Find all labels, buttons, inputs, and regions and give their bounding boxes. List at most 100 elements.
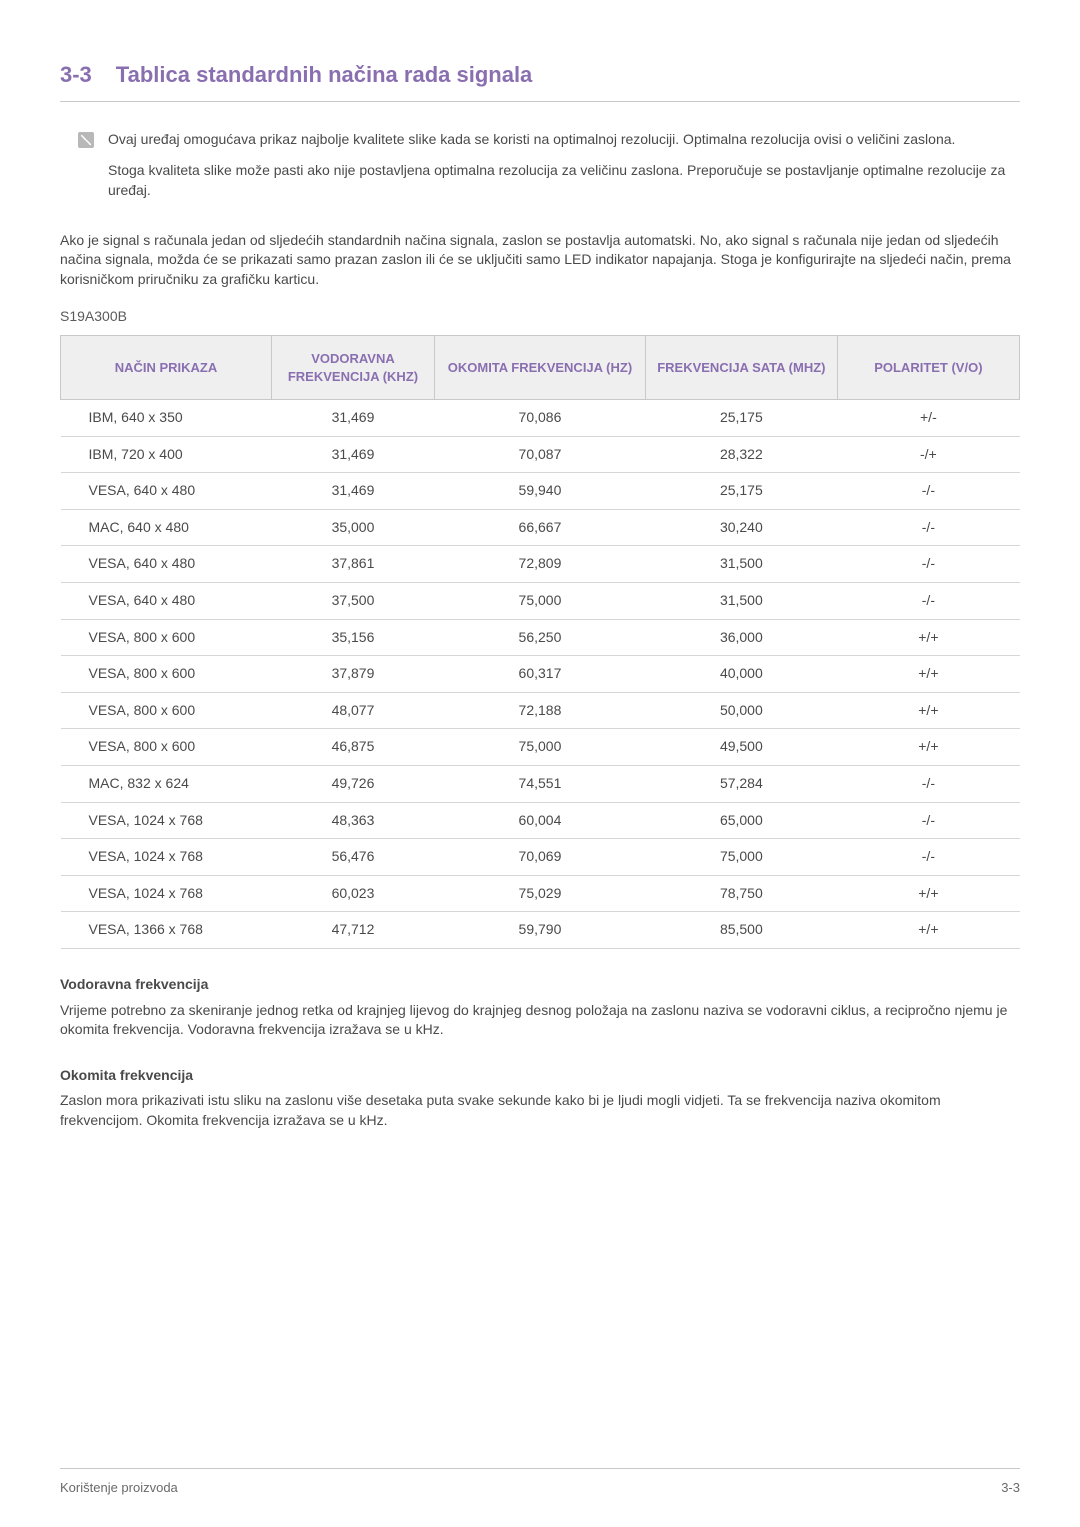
table-cell: -/+ xyxy=(837,436,1019,473)
column-header-polarity: POLARITET (V/O) xyxy=(837,335,1019,399)
definition-body-vertical: Zaslon mora prikazivati istu sliku na za… xyxy=(60,1091,1020,1130)
table-cell: 25,175 xyxy=(645,400,837,437)
table-cell: 48,077 xyxy=(271,692,434,729)
note-paragraph-2: Stoga kvaliteta slike može pasti ako nij… xyxy=(108,161,1020,200)
table-row: MAC, 640 x 48035,00066,66730,240-/- xyxy=(61,509,1020,546)
table-cell: VESA, 1366 x 768 xyxy=(61,912,272,949)
table-row: VESA, 640 x 48037,86172,80931,500-/- xyxy=(61,546,1020,583)
column-header-vfreq: OKOMITA FREKVENCIJA (HZ) xyxy=(434,335,645,399)
table-cell: 47,712 xyxy=(271,912,434,949)
table-cell: 70,086 xyxy=(434,400,645,437)
table-cell: 37,879 xyxy=(271,656,434,693)
table-row: IBM, 720 x 40031,46970,08728,322-/+ xyxy=(61,436,1020,473)
table-row: VESA, 1024 x 76860,02375,02978,750+/+ xyxy=(61,875,1020,912)
definition-body-horizontal: Vrijeme potrebno za skeniranje jednog re… xyxy=(60,1001,1020,1040)
table-row: VESA, 800 x 60035,15656,25036,000+/+ xyxy=(61,619,1020,656)
table-cell: 60,317 xyxy=(434,656,645,693)
table-cell: 59,790 xyxy=(434,912,645,949)
note-body: Ovaj uređaj omogućava prikaz najbolje kv… xyxy=(108,130,1020,213)
table-cell: 74,551 xyxy=(434,765,645,802)
table-cell: 35,000 xyxy=(271,509,434,546)
table-cell: 75,000 xyxy=(434,729,645,766)
note-paragraph-1: Ovaj uređaj omogućava prikaz najbolje kv… xyxy=(108,130,1020,150)
table-row: VESA, 640 x 48037,50075,00031,500-/- xyxy=(61,583,1020,620)
table-cell: 37,861 xyxy=(271,546,434,583)
table-cell: 30,240 xyxy=(645,509,837,546)
table-row: MAC, 832 x 62449,72674,55157,284-/- xyxy=(61,765,1020,802)
intro-paragraph: Ako je signal s računala jedan od sljede… xyxy=(60,231,1020,290)
table-cell: 75,000 xyxy=(434,583,645,620)
note-icon xyxy=(78,132,94,148)
footer-right: 3-3 xyxy=(1001,1479,1020,1497)
table-cell: 65,000 xyxy=(645,802,837,839)
signal-modes-table: NAČIN PRIKAZA VODORAVNA FREKVENCIJA (KHZ… xyxy=(60,335,1020,949)
section-title: Tablica standardnih načina rada signala xyxy=(116,60,533,91)
table-cell: VESA, 640 x 480 xyxy=(61,473,272,510)
table-cell: -/- xyxy=(837,546,1019,583)
table-cell: IBM, 720 x 400 xyxy=(61,436,272,473)
table-body: IBM, 640 x 35031,46970,08625,175+/-IBM, … xyxy=(61,400,1020,949)
table-row: VESA, 640 x 48031,46959,94025,175-/- xyxy=(61,473,1020,510)
table-cell: VESA, 800 x 600 xyxy=(61,692,272,729)
definition-title-horizontal: Vodoravna frekvencija xyxy=(60,975,1020,995)
table-cell: VESA, 800 x 600 xyxy=(61,619,272,656)
table-cell: 31,500 xyxy=(645,583,837,620)
table-cell: 40,000 xyxy=(645,656,837,693)
table-cell: MAC, 640 x 480 xyxy=(61,509,272,546)
table-cell: 31,500 xyxy=(645,546,837,583)
table-row: VESA, 1024 x 76856,47670,06975,000-/- xyxy=(61,839,1020,876)
table-cell: VESA, 800 x 600 xyxy=(61,729,272,766)
table-cell: 66,667 xyxy=(434,509,645,546)
table-cell: 28,322 xyxy=(645,436,837,473)
table-cell: +/- xyxy=(837,400,1019,437)
page-footer: Korištenje proizvoda 3-3 xyxy=(60,1468,1020,1497)
table-cell: MAC, 832 x 624 xyxy=(61,765,272,802)
table-cell: VESA, 640 x 480 xyxy=(61,546,272,583)
column-header-pixclock: FREKVENCIJA SATA (MHZ) xyxy=(645,335,837,399)
table-row: VESA, 800 x 60048,07772,18850,000+/+ xyxy=(61,692,1020,729)
table-cell: -/- xyxy=(837,473,1019,510)
table-cell: 31,469 xyxy=(271,400,434,437)
table-cell: 70,069 xyxy=(434,839,645,876)
column-header-hfreq: VODORAVNA FREKVENCIJA (KHZ) xyxy=(271,335,434,399)
table-cell: 49,726 xyxy=(271,765,434,802)
table-cell: 70,087 xyxy=(434,436,645,473)
table-row: IBM, 640 x 35031,46970,08625,175+/- xyxy=(61,400,1020,437)
definition-title-vertical: Okomita frekvencija xyxy=(60,1066,1020,1086)
table-cell: VESA, 800 x 600 xyxy=(61,656,272,693)
table-cell: +/+ xyxy=(837,875,1019,912)
table-cell: 50,000 xyxy=(645,692,837,729)
table-cell: -/- xyxy=(837,765,1019,802)
table-cell: 60,004 xyxy=(434,802,645,839)
table-cell: IBM, 640 x 350 xyxy=(61,400,272,437)
table-cell: 72,809 xyxy=(434,546,645,583)
table-cell: -/- xyxy=(837,509,1019,546)
table-head: NAČIN PRIKAZA VODORAVNA FREKVENCIJA (KHZ… xyxy=(61,335,1020,399)
table-cell: 78,750 xyxy=(645,875,837,912)
table-cell: 49,500 xyxy=(645,729,837,766)
table-cell: 59,940 xyxy=(434,473,645,510)
footer-left: Korištenje proizvoda xyxy=(60,1479,178,1497)
table-cell: 25,175 xyxy=(645,473,837,510)
table-cell: +/+ xyxy=(837,656,1019,693)
table-cell: VESA, 1024 x 768 xyxy=(61,839,272,876)
table-cell: -/- xyxy=(837,839,1019,876)
table-cell: 75,000 xyxy=(645,839,837,876)
column-header-mode: NAČIN PRIKAZA xyxy=(61,335,272,399)
table-cell: VESA, 640 x 480 xyxy=(61,583,272,620)
table-cell: VESA, 1024 x 768 xyxy=(61,802,272,839)
table-row: VESA, 1366 x 76847,71259,79085,500+/+ xyxy=(61,912,1020,949)
table-cell: 31,469 xyxy=(271,473,434,510)
table-cell: +/+ xyxy=(837,619,1019,656)
table-row: VESA, 800 x 60046,87575,00049,500+/+ xyxy=(61,729,1020,766)
table-cell: 72,188 xyxy=(434,692,645,729)
section-number: 3-3 xyxy=(60,60,92,91)
table-cell: 31,469 xyxy=(271,436,434,473)
table-cell: 37,500 xyxy=(271,583,434,620)
table-cell: +/+ xyxy=(837,729,1019,766)
table-cell: 36,000 xyxy=(645,619,837,656)
table-cell: +/+ xyxy=(837,912,1019,949)
model-label: S19A300B xyxy=(60,307,1020,327)
table-cell: 56,476 xyxy=(271,839,434,876)
table-cell: 48,363 xyxy=(271,802,434,839)
